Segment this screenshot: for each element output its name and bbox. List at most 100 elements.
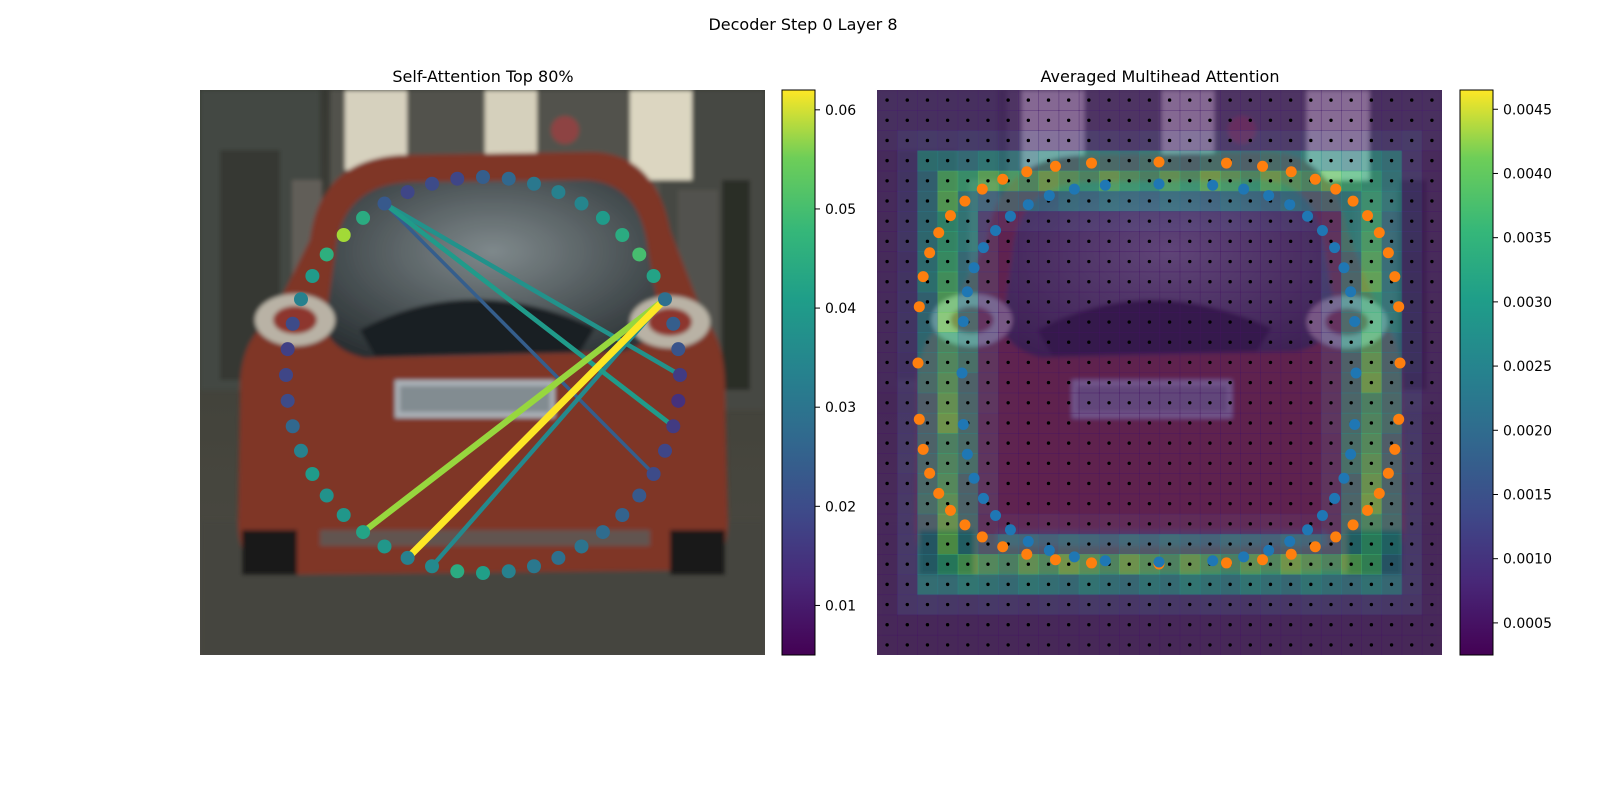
grid-dot	[1288, 441, 1293, 445]
grid-dot	[1430, 300, 1434, 304]
query-point	[615, 227, 630, 242]
query-point	[501, 171, 516, 186]
grid-dot	[986, 562, 990, 566]
query-point	[450, 171, 465, 186]
grid-dot	[1026, 643, 1031, 647]
outer-sampling-point	[959, 519, 971, 531]
grid-dot	[1369, 239, 1374, 244]
grid-dot	[1188, 320, 1192, 324]
colorbar-tick-label: 0.0045	[1503, 102, 1552, 118]
grid-dot	[1107, 199, 1111, 203]
grid-dot	[1410, 643, 1414, 647]
grid-dot	[1329, 380, 1333, 385]
outer-sampling-point	[1309, 541, 1321, 553]
grid-dot	[1026, 98, 1031, 102]
grid-dot	[1087, 360, 1091, 365]
grid-dot	[1248, 259, 1253, 264]
grid-dot	[1188, 401, 1192, 405]
grid-dot	[1309, 623, 1313, 627]
grid-dot	[1410, 481, 1414, 486]
grid-dot	[1288, 501, 1293, 506]
grid-dot	[1389, 380, 1394, 385]
grid-dot	[1410, 320, 1414, 324]
grid-dot	[1430, 643, 1434, 647]
grid-dot	[1410, 138, 1414, 143]
inner-sampling-point	[1316, 224, 1328, 236]
grid-dot	[966, 360, 970, 365]
query-point	[658, 443, 673, 458]
right-panel: Averaged Multihead Attention 0.0005 0.001…	[877, 67, 1552, 656]
grid-dot	[966, 481, 970, 486]
grid-dot	[966, 562, 970, 566]
grid-dot	[1167, 582, 1172, 587]
grid-dot	[1410, 522, 1414, 526]
grid-dot	[905, 98, 909, 102]
grid-dot	[1208, 98, 1212, 102]
grid-dot	[1006, 441, 1010, 445]
grid-dot	[1087, 98, 1091, 102]
grid-dot	[1046, 138, 1051, 143]
inner-sampling-point	[1316, 510, 1328, 522]
grid-dot	[905, 643, 909, 647]
grid-dot	[1248, 401, 1253, 405]
grid-dot	[1369, 461, 1374, 466]
grid-dot	[1268, 239, 1273, 244]
query-point	[285, 419, 300, 434]
grid-dot	[1268, 501, 1273, 506]
grid-dot	[1309, 360, 1313, 365]
grid-dot	[1430, 582, 1434, 587]
grid-dot	[885, 562, 889, 566]
grid-dot	[1147, 481, 1152, 486]
grid-dot	[1410, 542, 1414, 546]
outer-sampling-point	[917, 271, 929, 283]
outer-sampling-point	[913, 301, 925, 313]
grid-dot	[1430, 421, 1434, 425]
grid-dot	[1410, 360, 1414, 365]
grid-dot	[1107, 158, 1111, 163]
grid-dot	[1167, 643, 1172, 647]
grid-dot	[1188, 461, 1192, 466]
grid-dot	[1369, 199, 1374, 203]
query-point	[673, 368, 687, 382]
grid-dot	[885, 158, 889, 163]
grid-dot	[1248, 360, 1253, 365]
grid-dot	[986, 360, 990, 365]
grid-dot	[986, 158, 990, 163]
grid-dot	[1006, 118, 1010, 122]
query-point	[646, 467, 661, 481]
grid-dot	[1066, 199, 1071, 203]
grid-dot	[1410, 421, 1414, 425]
grid-dot	[1309, 582, 1313, 587]
grid-dot	[1369, 279, 1374, 284]
grid-dot	[1288, 481, 1293, 486]
grid-dot	[1389, 441, 1394, 445]
grid-dot	[1087, 602, 1091, 607]
grid-dot	[1228, 582, 1232, 587]
left-colorbar-ticks: 0.01 0.02 0.03 0.04 0.05 0.06	[815, 103, 856, 614]
grid-dot	[1309, 300, 1313, 304]
reference-grid-dots	[885, 98, 1434, 647]
grid-dot	[1329, 320, 1333, 324]
grid-dot	[1329, 360, 1333, 365]
grid-dot	[1147, 562, 1152, 566]
grid-dot	[1046, 602, 1051, 607]
grid-dot	[1228, 279, 1232, 284]
grid-dot	[986, 501, 990, 506]
grid-dot	[1127, 401, 1131, 405]
grid-dot	[1026, 562, 1031, 566]
grid-dot	[885, 501, 889, 506]
grid-dot	[1147, 320, 1152, 324]
colorbar-tick-label: 0.0010	[1503, 552, 1552, 568]
grid-dot	[925, 562, 930, 566]
grid-dot	[1087, 441, 1091, 445]
grid-dot	[966, 179, 970, 183]
left-colorbar: 0.01 0.02 0.03 0.04 0.05 0.06	[781, 89, 856, 656]
grid-dot	[1228, 259, 1232, 264]
grid-dot	[1349, 602, 1353, 607]
grid-dot	[1228, 118, 1232, 122]
grid-dot	[1248, 300, 1253, 304]
grid-dot	[925, 199, 930, 203]
query-point	[671, 393, 686, 408]
grid-dot	[1208, 259, 1212, 264]
grid-dot	[986, 300, 990, 304]
